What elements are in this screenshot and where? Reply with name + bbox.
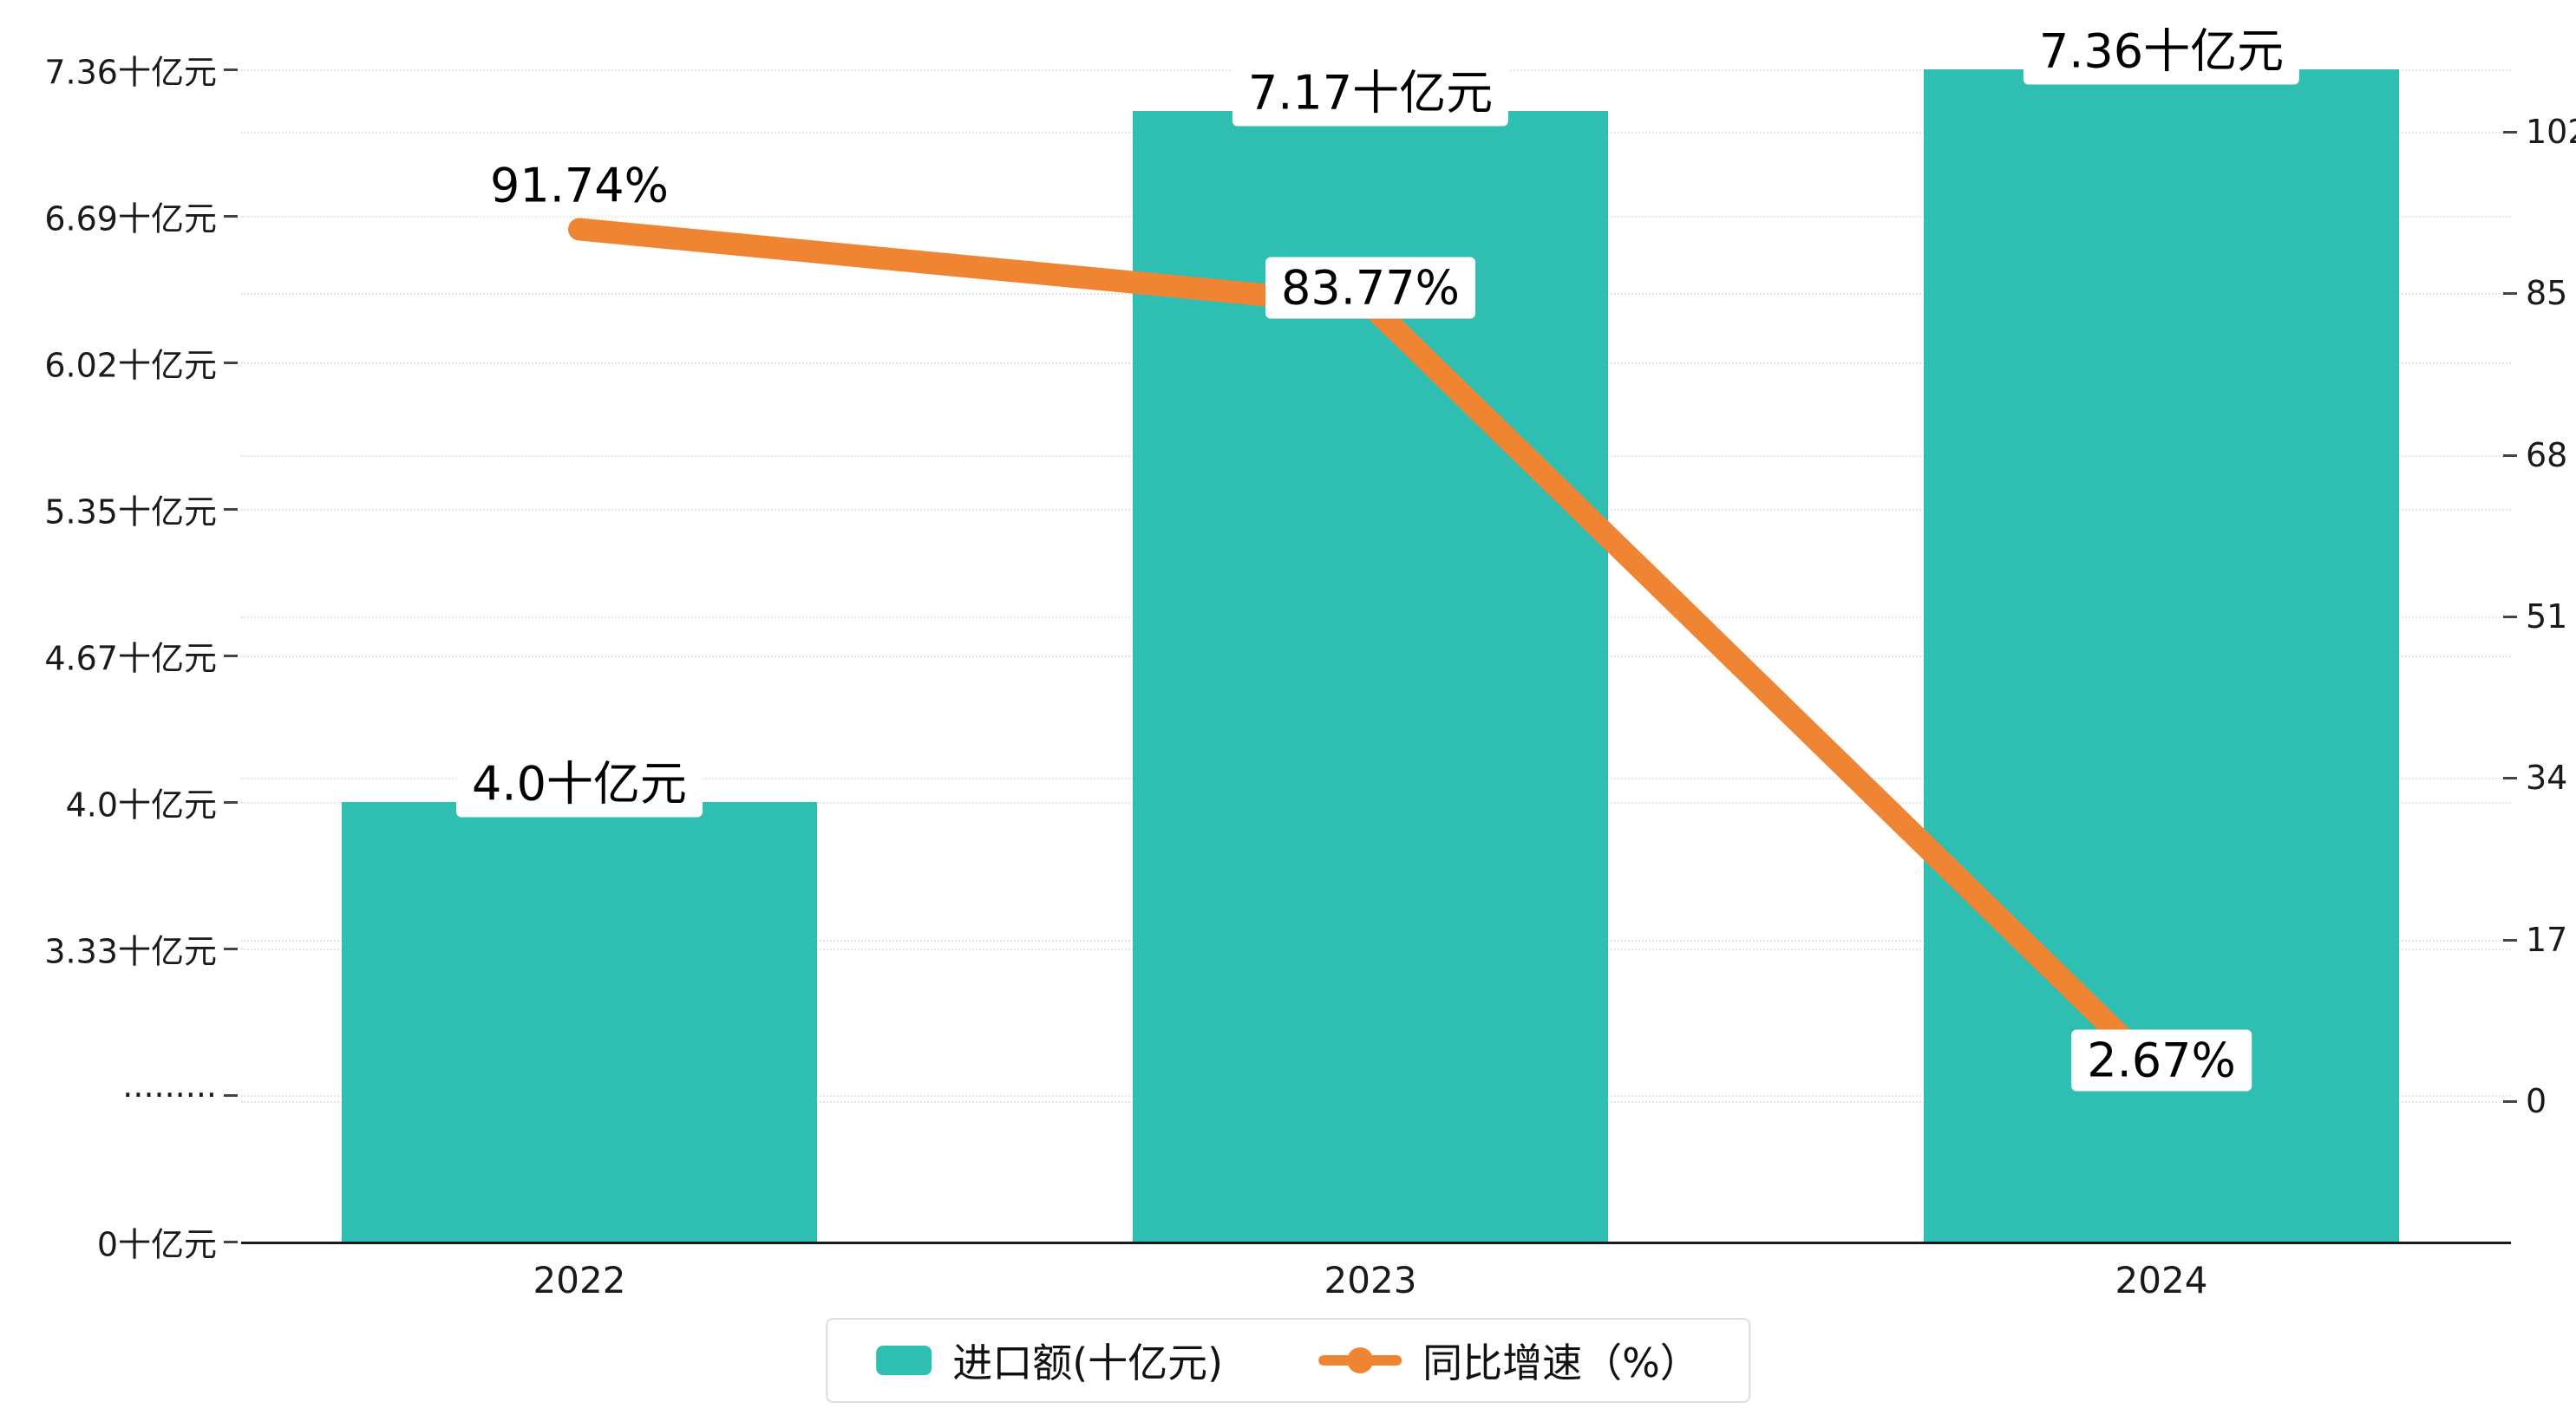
- y-axis-label-left: ·········: [122, 1076, 217, 1114]
- line-value-label: 91.74%: [474, 154, 684, 217]
- y-axis-tick-left: [224, 801, 238, 804]
- y-axis-tick-right: [2503, 777, 2517, 779]
- y-axis-label-right: 102: [2526, 113, 2576, 151]
- bar-value-label: 7.17十亿元: [1232, 50, 1509, 127]
- y-axis-tick-left: [224, 655, 238, 657]
- x-axis-label-2022: 2022: [533, 1259, 626, 1301]
- legend-bar-swatch: [876, 1346, 932, 1375]
- y-axis-label-left: 5.35十亿元: [44, 492, 217, 531]
- y-axis-tick-left: [224, 215, 238, 218]
- legend-item-growth-rate[interactable]: 同比增速（%）: [1318, 1332, 1700, 1389]
- y-axis-label-right: 17: [2526, 921, 2568, 959]
- y-axis-label-right: 68: [2526, 436, 2568, 474]
- y-axis-label-left: 6.02十亿元: [44, 346, 217, 385]
- y-axis-tick-left: [224, 1241, 238, 1243]
- y-axis-label-right: 51: [2526, 597, 2568, 636]
- bar-value-label: 4.0十亿元: [456, 741, 703, 818]
- bar-2022: [342, 802, 817, 1242]
- legend: 进口额(十亿元) 同比增速（%）: [826, 1318, 1750, 1403]
- y-axis-tick-left: [224, 362, 238, 364]
- legend-line-swatch: [1318, 1347, 1402, 1373]
- line-value-label: 83.77%: [1265, 257, 1475, 319]
- y-axis-label-left: 7.36十亿元: [44, 53, 217, 92]
- y-axis-tick-right: [2503, 454, 2517, 457]
- line-value-label: 2.67%: [2071, 1029, 2252, 1092]
- y-axis-tick-left: [224, 948, 238, 950]
- x-axis-line: [241, 1242, 2511, 1244]
- y-axis-tick-left: [224, 68, 238, 71]
- y-axis-tick-right: [2503, 1100, 2517, 1103]
- y-axis-label-left: 4.0十亿元: [65, 786, 217, 825]
- y-axis-tick-left: [224, 508, 238, 511]
- y-axis-tick-right: [2503, 616, 2517, 618]
- y-axis-label-right: 0: [2526, 1082, 2547, 1120]
- x-axis-label-2023: 2023: [1324, 1259, 1417, 1301]
- y-axis-tick-right: [2503, 292, 2517, 295]
- y-axis-label-left: 0十亿元: [96, 1225, 217, 1264]
- y-axis-label-left: 6.69十亿元: [44, 199, 217, 238]
- y-axis-tick-right: [2503, 131, 2517, 134]
- y-axis-label-right: 34: [2526, 759, 2568, 797]
- legend-line-dot-icon: [1347, 1347, 1374, 1373]
- x-axis-label-2024: 2024: [2115, 1259, 2208, 1301]
- y-axis-label-left: 4.67十亿元: [44, 639, 217, 678]
- legend-label-import-amount: 进口额(十亿元): [952, 1340, 1224, 1386]
- legend-item-import-amount[interactable]: 进口额(十亿元): [876, 1332, 1223, 1389]
- y-axis-tick-left: [224, 1094, 238, 1097]
- legend-label-growth-rate: 同比增速（%）: [1422, 1340, 1700, 1386]
- bar-value-label: 7.36十亿元: [2023, 9, 2300, 85]
- y-axis-label-right: 85: [2526, 274, 2568, 312]
- y-axis-label-left: 3.33十亿元: [44, 932, 217, 971]
- y-axis-tick-right: [2503, 939, 2517, 942]
